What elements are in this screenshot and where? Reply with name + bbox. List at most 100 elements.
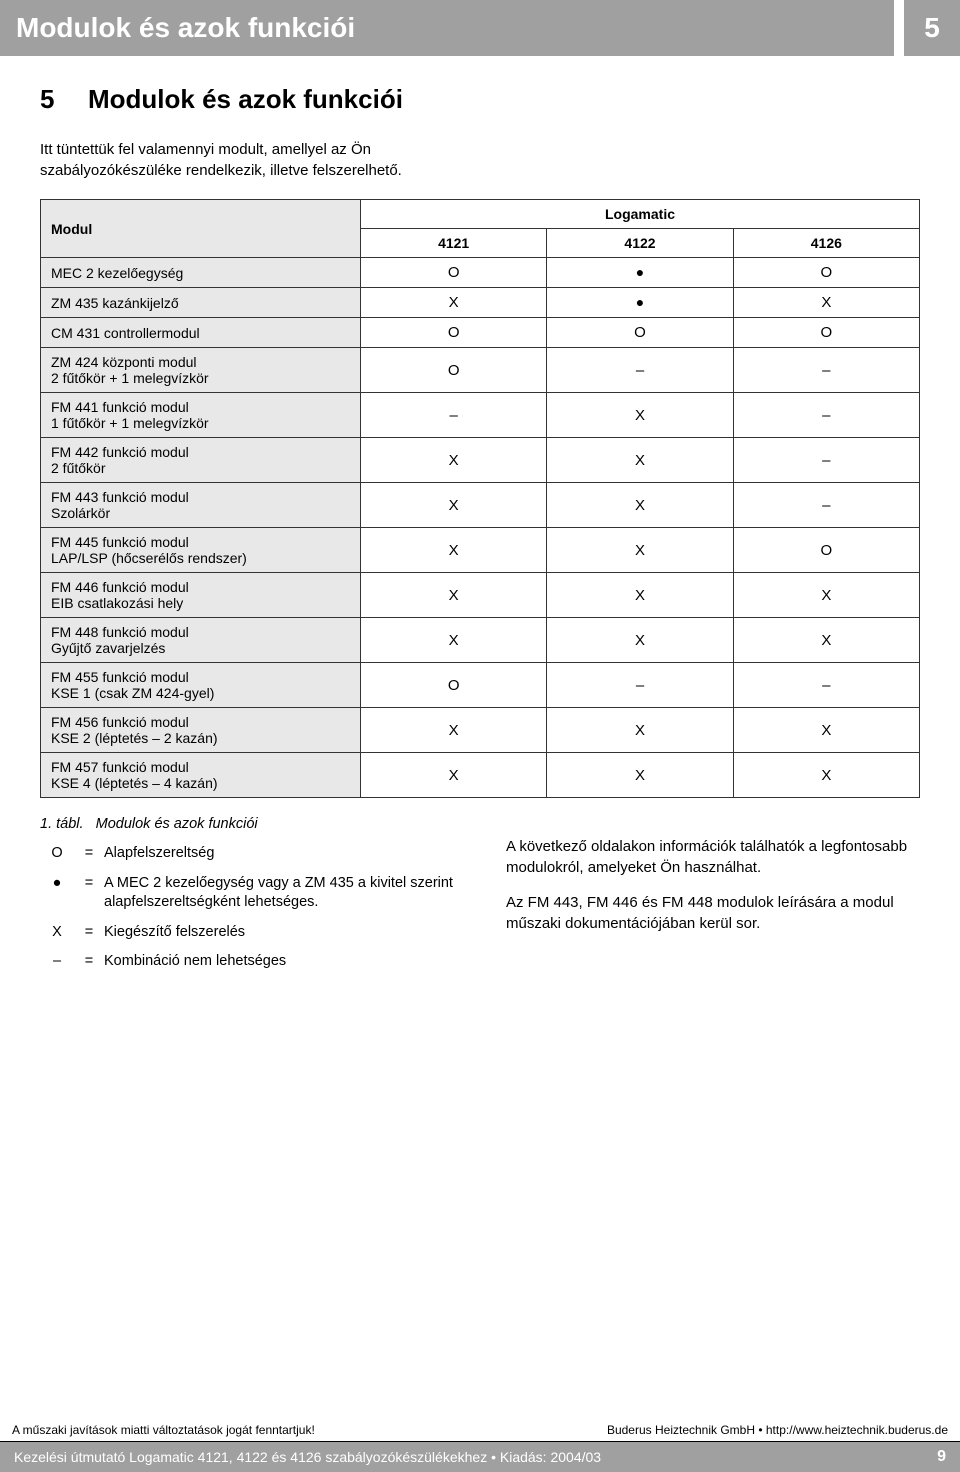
legend-rows: O=Alapfelszereltség●=A MEC 2 kezelőegysé… — [40, 844, 470, 972]
legend-symbol: O — [40, 844, 74, 864]
side-p2: Az FM 443, FM 446 és FM 448 modulok leír… — [506, 892, 920, 934]
table-cell: O — [361, 258, 547, 288]
table-cell: X — [547, 753, 733, 798]
footer-bar: Kezelési útmutató Logamatic 4121, 4122 é… — [0, 1442, 960, 1472]
chapter-title: Modulok és azok funkciói — [0, 0, 894, 56]
table-cell: O — [547, 318, 733, 348]
caption-number: 1. tábl. — [40, 816, 84, 832]
row-label: FM 456 funkció modulKSE 2 (léptetés – 2 … — [41, 708, 361, 753]
side-text: A következő oldalakon információk találh… — [506, 816, 920, 982]
table-cell: X — [733, 708, 919, 753]
legend-text: A MEC 2 kezelőegység vagy a ZM 435 a kiv… — [104, 874, 470, 913]
header-gap — [894, 0, 904, 56]
chapter-number-box: 5 — [904, 0, 960, 56]
table-cell: O — [733, 528, 919, 573]
table-row: FM 448 funkció modulGyűjtő zavarjelzésXX… — [41, 618, 920, 663]
legend-symbol: X — [40, 923, 74, 943]
table-body: MEC 2 kezelőegységO●OZM 435 kazánkijelző… — [41, 258, 920, 798]
row-label: FM 455 funkció modulKSE 1 (csak ZM 424-g… — [41, 663, 361, 708]
legend-equals: = — [74, 874, 104, 913]
table-row: ZM 435 kazánkijelzőX●X — [41, 288, 920, 318]
row-label: FM 443 funkció modulSzolárkör — [41, 483, 361, 528]
table-cell: O — [361, 318, 547, 348]
legend-equals: = — [74, 923, 104, 943]
table-cell: X — [733, 753, 919, 798]
legend-symbol: – — [40, 952, 74, 972]
table-row: FM 441 funkció modul1 fűtőkör + 1 melegv… — [41, 393, 920, 438]
table-cell: X — [547, 528, 733, 573]
table-cell: X — [361, 288, 547, 318]
table-cell: ● — [547, 258, 733, 288]
table-cell: – — [733, 663, 919, 708]
row-label: ZM 435 kazánkijelző — [41, 288, 361, 318]
section-number: 5 — [40, 84, 88, 115]
section-title: Modulok és azok funkciói — [88, 84, 403, 114]
page-content: 5Modulok és azok funkciói Itt tüntettük … — [0, 56, 960, 982]
row-label: FM 445 funkció modulLAP/LSP (hőcserélős … — [41, 528, 361, 573]
table-cell: X — [361, 618, 547, 663]
col-4121-header: 4121 — [361, 229, 547, 258]
table-row: ZM 424 központi modul2 fűtőkör + 1 meleg… — [41, 348, 920, 393]
page-number: 9 — [937, 1448, 946, 1466]
table-cell: X — [547, 708, 733, 753]
table-cell: ● — [547, 288, 733, 318]
table-cell: X — [361, 528, 547, 573]
row-label: MEC 2 kezelőegység — [41, 258, 361, 288]
caption-text: Modulok és azok funkciói — [96, 816, 258, 832]
table-cell: X — [547, 438, 733, 483]
footer-top-line: A műszaki javítások miatti változtatások… — [0, 1423, 960, 1442]
below-table-row: 1. tábl. Modulok és azok funkciói O=Alap… — [40, 816, 920, 982]
table-row: FM 457 funkció modulKSE 4 (léptetés – 4 … — [41, 753, 920, 798]
table-cell: X — [733, 618, 919, 663]
page-footer: A műszaki javítások miatti változtatások… — [0, 1423, 960, 1472]
legend-row: O=Alapfelszereltség — [40, 844, 470, 864]
footer-left: A műszaki javítások miatti változtatások… — [12, 1423, 315, 1437]
row-label: ZM 424 központi modul2 fűtőkör + 1 meleg… — [41, 348, 361, 393]
legend-equals: = — [74, 952, 104, 972]
legend-text: Kombináció nem lehetséges — [104, 952, 470, 972]
table-cell: – — [361, 393, 547, 438]
table-cell: X — [733, 288, 919, 318]
table-caption: 1. tábl. Modulok és azok funkciói — [40, 816, 470, 832]
footer-right: Buderus Heiztechnik GmbH • http://www.he… — [607, 1423, 948, 1437]
row-label: FM 446 funkció modulEIB csatlakozási hel… — [41, 573, 361, 618]
row-label: FM 448 funkció modulGyűjtő zavarjelzés — [41, 618, 361, 663]
row-label: FM 441 funkció modul1 fűtőkör + 1 melegv… — [41, 393, 361, 438]
legend-row: ●=A MEC 2 kezelőegység vagy a ZM 435 a k… — [40, 874, 470, 913]
table-cell: X — [361, 708, 547, 753]
table-cell: X — [361, 753, 547, 798]
legend-text: Kiegészítő felszerelés — [104, 923, 470, 943]
table-cell: X — [361, 438, 547, 483]
col-4122-header: 4122 — [547, 229, 733, 258]
legend-row: –=Kombináció nem lehetséges — [40, 952, 470, 972]
table-row: FM 442 funkció modul2 fűtőkörXX– — [41, 438, 920, 483]
table-head: Modul Logamatic 4121 4122 4126 — [41, 200, 920, 258]
table-cell: O — [733, 318, 919, 348]
table-cell: – — [547, 663, 733, 708]
table-cell: X — [547, 573, 733, 618]
chapter-header: Modulok és azok funkciói 5 — [0, 0, 960, 56]
footer-bar-text: Kezelési útmutató Logamatic 4121, 4122 é… — [14, 1449, 601, 1465]
col-group-header: Logamatic — [361, 200, 920, 229]
table-cell: – — [733, 483, 919, 528]
table-cell: X — [547, 483, 733, 528]
legend-symbol: ● — [40, 874, 74, 913]
table-row: MEC 2 kezelőegységO●O — [41, 258, 920, 288]
table-row: FM 445 funkció modulLAP/LSP (hőcserélős … — [41, 528, 920, 573]
col-modul-header: Modul — [41, 200, 361, 258]
table-cell: X — [361, 483, 547, 528]
table-cell: X — [547, 393, 733, 438]
row-label: FM 442 funkció modul2 fűtőkör — [41, 438, 361, 483]
row-label: CM 431 controllermodul — [41, 318, 361, 348]
table-row: FM 455 funkció modulKSE 1 (csak ZM 424-g… — [41, 663, 920, 708]
table-cell: – — [733, 348, 919, 393]
legend-equals: = — [74, 844, 104, 864]
table-cell: O — [361, 348, 547, 393]
table-cell: X — [733, 573, 919, 618]
table-row: FM 446 funkció modulEIB csatlakozási hel… — [41, 573, 920, 618]
legend-row: X=Kiegészítő felszerelés — [40, 923, 470, 943]
section-heading: 5Modulok és azok funkciói — [40, 84, 920, 115]
table-cell: O — [361, 663, 547, 708]
intro-paragraph: Itt tüntettük fel valamennyi modult, ame… — [40, 139, 470, 181]
table-cell: X — [361, 573, 547, 618]
